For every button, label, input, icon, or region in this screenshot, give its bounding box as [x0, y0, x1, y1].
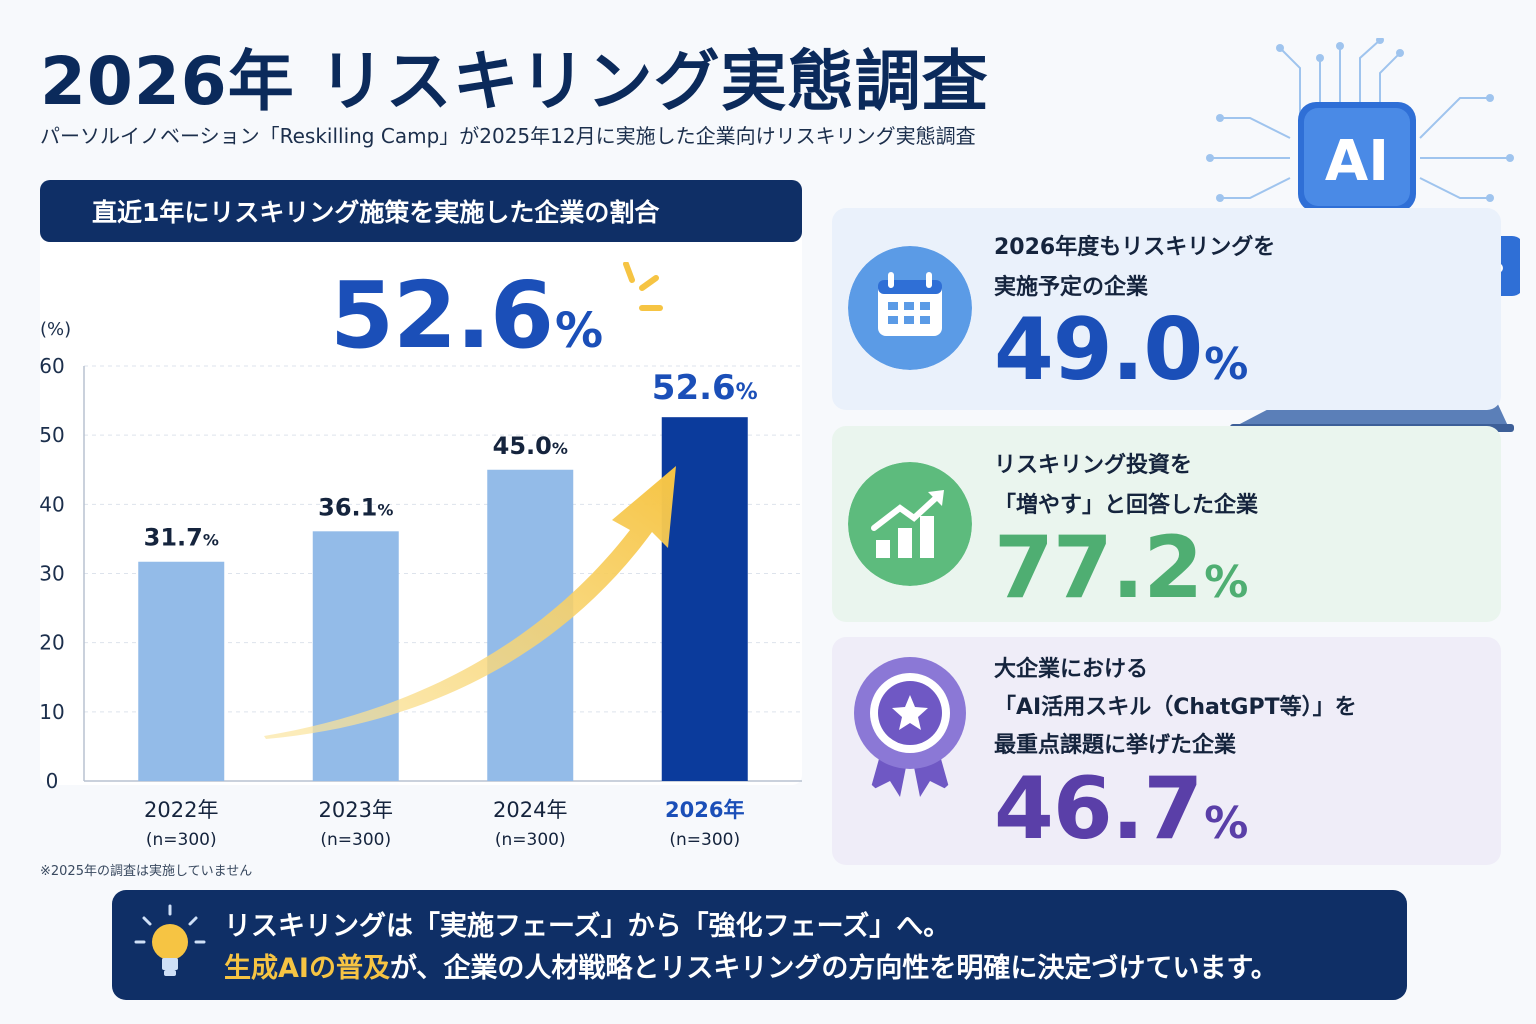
- x-category-label: 2022年: [144, 798, 218, 822]
- x-sample-label: (n=300): [495, 830, 566, 850]
- headline-unit: %: [555, 303, 603, 359]
- y-tick-label: 50: [39, 423, 64, 447]
- x-sample-label: (n=300): [320, 830, 391, 850]
- bar: [138, 561, 225, 781]
- stat-card-plan-line2: 実施予定の企業: [994, 275, 1149, 300]
- bar-chart: (%) 0 10 20 30 40 50 60 31.7% 2022年 (n=300) 36.1% 20…: [39, 319, 802, 850]
- stat-card-investment-number: 77.2: [994, 518, 1203, 618]
- headline-value: 52.6%: [330, 262, 603, 369]
- y-axis-unit-label: (%): [40, 319, 71, 340]
- stat-card-ai-skill-line2: 「AI活用スキル（ChatGPT等）」を: [994, 695, 1357, 720]
- stat-card-plan-unit: %: [1204, 339, 1248, 390]
- stat-card-investment: リスキリング投資を 「増やす」と回答した企業 77.2%: [832, 426, 1501, 622]
- y-tick-label: 30: [39, 562, 64, 586]
- summary-banner: リスキリングは「実施フェーズ」から「強化フェーズ」へ。 生成AIの普及が、企業の…: [112, 890, 1407, 1000]
- stat-card-investment-line2: 「増やす」と回答した企業: [994, 493, 1259, 518]
- stat-card-plan-number: 49.0: [994, 300, 1203, 400]
- bar-value-label: 31.7%: [144, 524, 219, 552]
- bar-value-label: 45.0%: [493, 432, 568, 460]
- ai-badge-text: AI: [1325, 129, 1389, 194]
- chart-panel-header-text: 直近1年にリスキリング施策を実施した企業の割合: [92, 198, 660, 227]
- calendar-icon: [848, 246, 972, 370]
- stat-card-ai-skill-value: 46.7%: [994, 759, 1248, 859]
- chart-panel-header: 直近1年にリスキリング施策を実施した企業の割合: [40, 180, 802, 242]
- award-badge-icon: [854, 657, 966, 797]
- banner-line1: リスキリングは「実施フェーズ」から「強化フェーズ」へ。: [224, 911, 951, 942]
- x-category-label: 2024年: [493, 798, 567, 822]
- stat-card-plan-value: 49.0%: [994, 300, 1248, 400]
- y-tick-label: 40: [39, 492, 64, 516]
- chart-footnote: ※2025年の調査は実施していません: [40, 864, 253, 879]
- growth-chart-icon: [848, 462, 972, 586]
- x-sample-label: (n=300): [146, 830, 217, 850]
- y-tick-label: 10: [39, 700, 64, 724]
- bar-value-label: 52.6%: [652, 368, 758, 408]
- stat-card-ai-skill-line3: 最重点課題に挙げた企業: [994, 733, 1237, 758]
- x-category-label: 2023年: [319, 798, 393, 822]
- bar-value-unit: %: [552, 439, 568, 458]
- stat-card-investment-value: 77.2%: [994, 518, 1248, 618]
- sparkle-icon: [623, 262, 663, 311]
- stat-card-plan: 2026年度もリスキリングを 実施予定の企業 49.0%: [832, 208, 1501, 410]
- banner-line2: 生成AIの普及が、企業の人材戦略とリスキリングの方向性を明確に決定づけています。: [224, 946, 1278, 985]
- stat-card-investment-line1: リスキリング投資を: [994, 453, 1193, 478]
- headline-number: 52.6: [330, 262, 554, 369]
- y-tick-label: 0: [46, 769, 59, 793]
- banner-accent: 生成AIの普及: [224, 953, 390, 984]
- stat-card-plan-line1: 2026年度もリスキリングを: [994, 235, 1276, 260]
- lightbulb-icon: [134, 904, 206, 976]
- stat-card-ai-skill-line1: 大企業における: [994, 657, 1149, 682]
- banner-line2-rest: が、企業の人材戦略とリスキリングの方向性を明確に決定づけています。: [389, 953, 1278, 984]
- x-category-label: 2026年: [665, 798, 744, 822]
- y-tick-label: 20: [39, 631, 64, 655]
- bar-value-label: 36.1%: [318, 493, 393, 521]
- stat-card-ai-skill: 大企業における 「AI活用スキル（ChatGPT等）」を 最重点課題に挙げた企業…: [832, 637, 1501, 865]
- bar: [312, 531, 399, 781]
- page-title: 2026年 リスキリング実態調査: [40, 43, 989, 120]
- x-sample-label: (n=300): [669, 830, 740, 850]
- y-tick-label: 60: [39, 354, 64, 378]
- bar-value-unit: %: [203, 531, 219, 550]
- stat-card-ai-skill-number: 46.7: [994, 759, 1203, 859]
- bar: [661, 417, 748, 781]
- bar-value-unit: %: [736, 380, 758, 405]
- stat-card-ai-skill-unit: %: [1204, 798, 1248, 849]
- bar-value-unit: %: [377, 500, 393, 519]
- stat-card-investment-unit: %: [1204, 557, 1248, 608]
- page-subtitle: パーソルイノベーション「Reskilling Camp」が2025年12月に実施…: [40, 124, 976, 148]
